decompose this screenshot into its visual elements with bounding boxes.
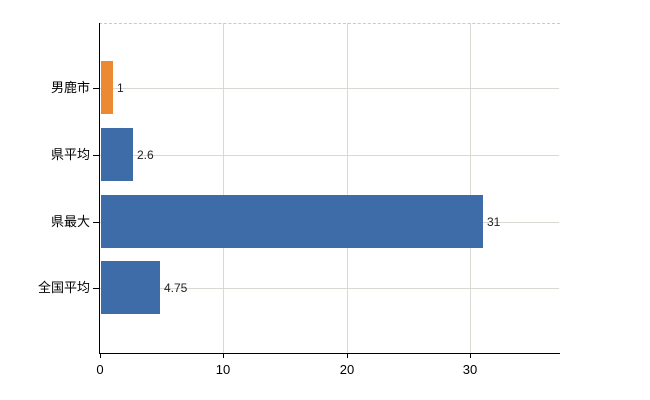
plot-top-border (99, 23, 560, 24)
x-axis-tick (470, 354, 471, 358)
category-label: 全国平均 (37, 280, 90, 295)
value-label: 1 (117, 81, 124, 95)
gridline-vertical (470, 23, 471, 353)
x-axis-line (99, 353, 560, 354)
y-axis-tick (93, 88, 99, 89)
x-axis-tick (223, 354, 224, 358)
y-axis-line (99, 23, 100, 354)
gridline-horizontal (100, 88, 559, 89)
bar (101, 128, 133, 181)
x-axis-tick (100, 354, 101, 358)
bar (101, 61, 113, 114)
x-tick-label: 0 (96, 362, 104, 377)
category-label: 県平均 (50, 147, 90, 162)
gridline-vertical (347, 23, 348, 353)
x-tick-label: 20 (339, 362, 355, 377)
category-label: 男鹿市 (50, 80, 90, 95)
gridline-horizontal (100, 155, 559, 156)
bar (101, 195, 483, 248)
y-axis-tick (93, 222, 99, 223)
value-label: 2.6 (137, 148, 154, 162)
x-axis-tick (347, 354, 348, 358)
gridline-vertical (223, 23, 224, 353)
value-label: 4.75 (164, 281, 188, 295)
x-tick-label: 30 (462, 362, 478, 377)
value-label: 31 (487, 215, 501, 229)
x-tick-label: 10 (215, 362, 231, 377)
y-axis-tick (93, 288, 99, 289)
gridline-horizontal (100, 288, 559, 289)
y-axis-tick (93, 155, 99, 156)
category-label: 県最大 (50, 214, 90, 229)
bar (101, 261, 160, 314)
